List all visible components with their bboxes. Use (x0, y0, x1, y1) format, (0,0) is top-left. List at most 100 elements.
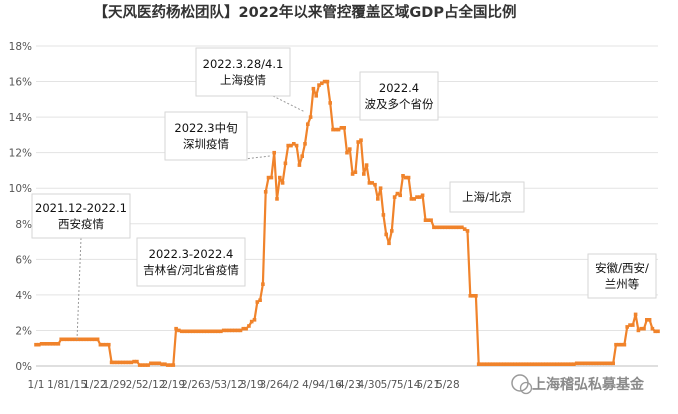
x-tick-label: 4/9 (302, 379, 319, 391)
data-point (549, 362, 554, 366)
data-point (34, 342, 38, 347)
data-point (345, 150, 349, 155)
data-point (546, 362, 551, 366)
annotation-box (359, 71, 439, 121)
data-point (193, 329, 198, 334)
data-point (165, 363, 170, 367)
data-point (303, 142, 307, 146)
data-point (611, 361, 615, 366)
data-point (84, 337, 89, 342)
y-tick-label: 6% (15, 254, 32, 266)
data-point (535, 362, 540, 366)
data-point (580, 361, 585, 366)
data-point (538, 362, 543, 366)
data-point (465, 229, 470, 233)
data-point (566, 362, 571, 366)
data-point (177, 328, 181, 333)
data-point (81, 337, 86, 342)
data-point (650, 326, 655, 331)
data-point (437, 225, 442, 230)
data-point (488, 362, 492, 366)
data-point (653, 329, 657, 334)
data-point (221, 328, 226, 333)
data-point (482, 362, 487, 366)
data-point (594, 361, 599, 366)
data-point (443, 225, 447, 230)
data-point (104, 342, 108, 347)
data-point (496, 362, 501, 366)
data-point (101, 342, 105, 347)
data-point (555, 362, 559, 366)
annotation-text: 2022.3中旬 (174, 121, 237, 135)
data-point (255, 300, 260, 304)
annotation-text: 2022.3-2022.4 (149, 247, 234, 261)
data-point (249, 319, 254, 324)
data-point (446, 225, 450, 230)
y-tick-label: 0% (15, 361, 32, 373)
data-point (376, 197, 380, 201)
y-tick-label: 4% (15, 290, 32, 302)
annotation-leader (272, 95, 306, 113)
data-point (367, 181, 372, 185)
data-point (188, 329, 192, 334)
data-point (597, 361, 601, 366)
data-point (213, 329, 218, 334)
data-point (233, 328, 237, 333)
x-tick-label: 5/7 (381, 379, 398, 391)
data-point (292, 142, 296, 146)
x-tick-label: 4/2 (283, 379, 300, 391)
data-point (269, 175, 274, 180)
x-tick-label: 1/1 (28, 379, 45, 391)
annotation-text: 上海疫情 (220, 73, 266, 87)
data-point (574, 361, 579, 366)
data-point (510, 362, 515, 366)
data-point (70, 337, 75, 342)
data-point (151, 361, 156, 366)
data-point (107, 342, 111, 347)
data-point (191, 329, 195, 334)
data-point (230, 328, 234, 333)
data-point (286, 143, 290, 148)
data-point (247, 324, 251, 328)
annotation-box (31, 193, 131, 239)
data-point (294, 143, 299, 148)
data-point (300, 154, 304, 158)
data-point (45, 342, 49, 346)
data-point (160, 362, 164, 366)
data-point (504, 362, 509, 366)
data-point (560, 362, 565, 366)
x-tick-label: 3/19 (240, 379, 264, 391)
data-point (362, 172, 366, 176)
x-tick-label: 1/8 (47, 379, 64, 391)
data-point (205, 329, 209, 334)
data-point (171, 363, 176, 367)
data-point (451, 225, 456, 230)
data-point (143, 363, 148, 367)
data-point (53, 342, 58, 346)
data-point (656, 329, 660, 334)
data-point (619, 342, 624, 347)
data-point (135, 359, 139, 364)
data-point (219, 329, 223, 334)
data-point (359, 138, 363, 142)
data-point (244, 326, 248, 331)
data-point (485, 362, 489, 366)
data-point (224, 328, 229, 333)
data-point (199, 329, 204, 334)
data-point (532, 362, 537, 366)
data-point (39, 342, 44, 346)
data-point (527, 362, 531, 366)
x-tick-label: 4/30 (358, 379, 382, 391)
data-point (342, 126, 346, 130)
data-point (275, 197, 279, 201)
data-point (241, 326, 246, 331)
data-point (429, 218, 433, 222)
data-point (426, 218, 431, 222)
data-point (390, 229, 394, 233)
data-point (174, 326, 178, 331)
data-point (524, 362, 529, 366)
data-point (146, 363, 150, 367)
data-point (387, 241, 391, 246)
data-point (518, 362, 523, 366)
